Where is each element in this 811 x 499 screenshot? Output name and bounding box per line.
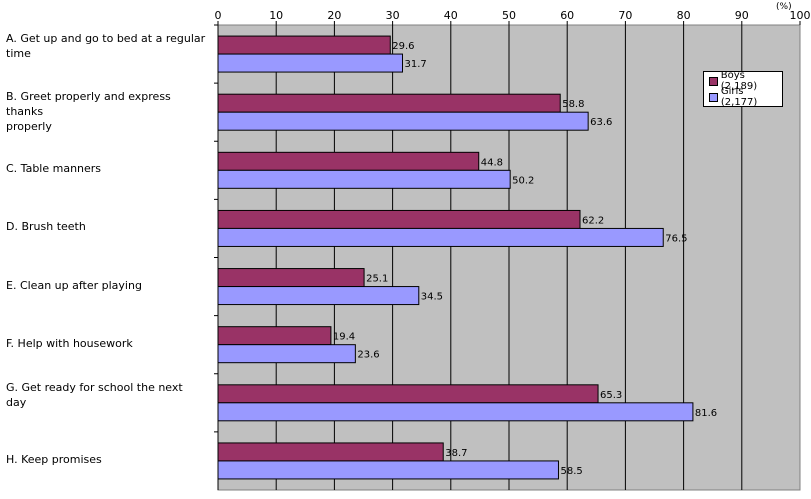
x-tick-label: 10 — [269, 9, 283, 22]
category-label-line: time — [6, 47, 31, 60]
legend-label-boys: Boys (2,189) — [720, 70, 758, 92]
x-tick-label: 100 — [790, 9, 811, 22]
bar — [217, 460, 559, 480]
legend-swatch-girls — [709, 92, 718, 102]
category-label-line: B. Greet properly and express thanks — [6, 90, 171, 119]
x-tick-label: 40 — [444, 9, 458, 22]
x-tick-label: 0 — [215, 9, 222, 22]
category-label-line: A. Get up and go to bed at a regular — [6, 32, 206, 45]
category-label-line: G. Get ready for school the next — [6, 380, 183, 394]
category-label-line: C. Table manners — [6, 162, 102, 176]
category-label: F. Help with housework — [6, 336, 211, 351]
category-label: A. Get up and go to bed at a regular time — [6, 31, 211, 61]
category-label: D. Brush teeth — [6, 219, 211, 234]
bar — [217, 35, 391, 55]
data-label: 62.2 — [582, 215, 604, 226]
x-tick-label: 60 — [560, 9, 574, 22]
unit-label: (%) — [776, 2, 792, 12]
bar — [217, 442, 444, 462]
bar — [217, 227, 664, 247]
bar — [217, 344, 356, 364]
bar — [217, 402, 694, 422]
data-label: 38.7 — [445, 448, 467, 459]
bar — [217, 209, 581, 229]
data-label: 34.5 — [421, 292, 443, 303]
bar — [217, 93, 561, 113]
data-label: 19.4 — [333, 332, 355, 343]
x-tick-label: 90 — [735, 9, 749, 22]
data-label: 25.1 — [366, 274, 388, 285]
bar — [217, 111, 589, 131]
data-label: 76.5 — [665, 233, 687, 244]
legend-item-boys: Boys (2,189) — [709, 70, 782, 92]
data-label: 63.6 — [590, 117, 612, 128]
data-label: 58.8 — [562, 99, 584, 110]
category-label-line: E. Clean up after playing — [6, 278, 142, 292]
category-label: B. Greet properly and express thanks prop… — [6, 89, 211, 134]
x-tick-label: 80 — [677, 9, 691, 22]
legend: Boys (2,189) Girls (2,177) — [703, 70, 783, 108]
category-label: E. Clean up after playing — [6, 278, 211, 293]
data-label: 44.8 — [481, 157, 503, 168]
category-label-line: F. Help with housework — [6, 336, 133, 350]
data-label: 65.3 — [600, 390, 622, 401]
data-label: 50.2 — [512, 175, 534, 186]
legend-item-girls: Girls (2,177) — [709, 86, 782, 108]
category-label-line: properly — [6, 120, 52, 134]
data-label: 23.6 — [357, 350, 379, 361]
category-label-line: H. Keep promises — [6, 452, 102, 466]
bar — [217, 53, 403, 73]
bar — [217, 286, 420, 306]
data-label: 81.6 — [695, 408, 717, 419]
data-label: 31.7 — [404, 59, 426, 70]
bar — [217, 268, 365, 288]
x-tick-label: 70 — [618, 9, 632, 22]
bar — [217, 169, 511, 189]
bar — [217, 384, 599, 404]
x-tick-label: 30 — [386, 9, 400, 22]
bar — [217, 151, 480, 171]
data-label: 29.6 — [392, 41, 414, 52]
bar — [217, 326, 332, 346]
category-label-line: day — [6, 395, 27, 409]
category-label: C. Table manners — [6, 161, 211, 176]
legend-label-girls: Girls (2,177) — [720, 86, 758, 108]
legend-swatch-boys — [709, 76, 718, 86]
data-label: 58.5 — [560, 466, 582, 477]
x-tick-label: 50 — [502, 9, 516, 22]
category-label-line: D. Brush teeth — [6, 220, 86, 234]
x-tick-label: 20 — [327, 9, 341, 22]
category-label: G. Get ready for school the next day — [6, 380, 211, 410]
category-label: H. Keep promises — [6, 452, 211, 467]
